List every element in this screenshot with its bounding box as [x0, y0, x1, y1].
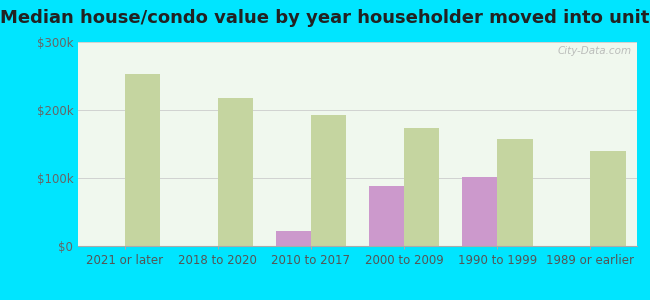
Bar	[404, 128, 439, 246]
Bar	[497, 139, 532, 246]
Bar	[590, 151, 626, 246]
Bar	[218, 98, 253, 246]
Text: Median house/condo value by year householder moved into unit: Median house/condo value by year househo…	[0, 9, 650, 27]
Bar	[311, 115, 346, 246]
Text: City-Data.com: City-Data.com	[557, 46, 631, 56]
Bar	[276, 231, 311, 246]
Bar	[369, 186, 404, 246]
Bar	[125, 74, 160, 246]
Bar	[462, 177, 497, 246]
